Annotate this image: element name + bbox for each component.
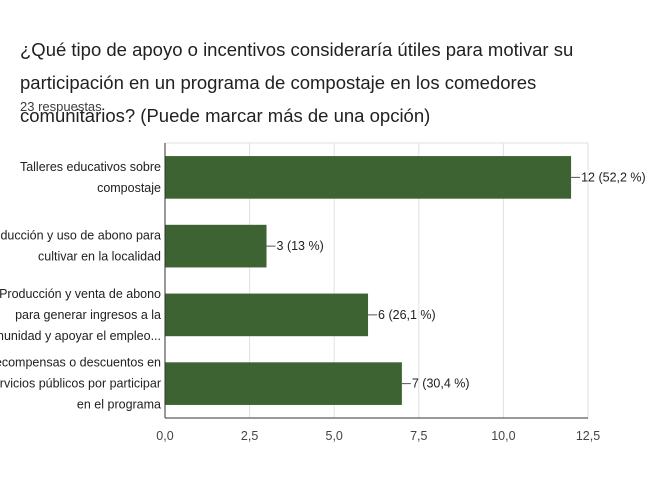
category-label: Talleres educativos sobre compostaje xyxy=(20,160,161,195)
x-tick-label: 7,5 xyxy=(410,429,427,443)
data-label: 3 (13 %) xyxy=(277,239,324,253)
category-label: Producción y venta de abono para generar … xyxy=(0,287,161,343)
response-count: 23 respuestas xyxy=(20,99,102,114)
question-title: ¿Qué tipo de apoyo o incentivos consider… xyxy=(20,39,574,126)
x-tick-label: 0,0 xyxy=(156,429,173,443)
category-label: Recompensas o descuentos en servicios púb… xyxy=(0,356,161,412)
chart-x-tick-labels: 0,0 2,5 5,0 7,5 10,0 12,5 xyxy=(156,429,600,443)
data-label: 6 (26,1 %) xyxy=(378,308,436,322)
chart-axis xyxy=(164,143,588,419)
bar xyxy=(165,224,267,268)
bar xyxy=(165,362,402,405)
bar xyxy=(165,293,369,337)
chart-bars xyxy=(165,156,572,405)
chart-data-label-leaders xyxy=(266,176,581,385)
x-tick-label: 10,0 xyxy=(491,429,515,443)
x-tick-label: 5,0 xyxy=(326,429,343,443)
data-label: 7 (30,4 %) xyxy=(412,377,470,391)
bar xyxy=(165,156,572,199)
x-tick-label: 12,5 xyxy=(576,429,600,443)
x-tick-label: 2,5 xyxy=(241,429,258,443)
data-label: 12 (52,2 %) xyxy=(581,170,646,184)
chart-data-labels: 12 (52,2 %) 3 (13 %) 6 (26,1 %) 7 (30,4 %) xyxy=(277,170,646,390)
